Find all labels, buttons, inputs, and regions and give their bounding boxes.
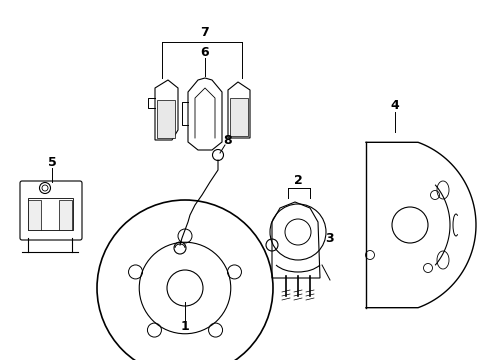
Text: 5: 5 <box>47 156 56 168</box>
Text: 3: 3 <box>325 231 334 244</box>
Text: 1: 1 <box>180 320 189 333</box>
Text: 8: 8 <box>223 134 232 147</box>
Bar <box>28 198 73 230</box>
Text: 7: 7 <box>200 26 209 39</box>
Text: 6: 6 <box>200 45 209 59</box>
Bar <box>157 100 175 138</box>
Text: 2: 2 <box>293 174 302 186</box>
Bar <box>229 98 247 136</box>
Text: 4: 4 <box>390 99 399 112</box>
Bar <box>28 200 41 230</box>
Bar <box>59 200 72 230</box>
